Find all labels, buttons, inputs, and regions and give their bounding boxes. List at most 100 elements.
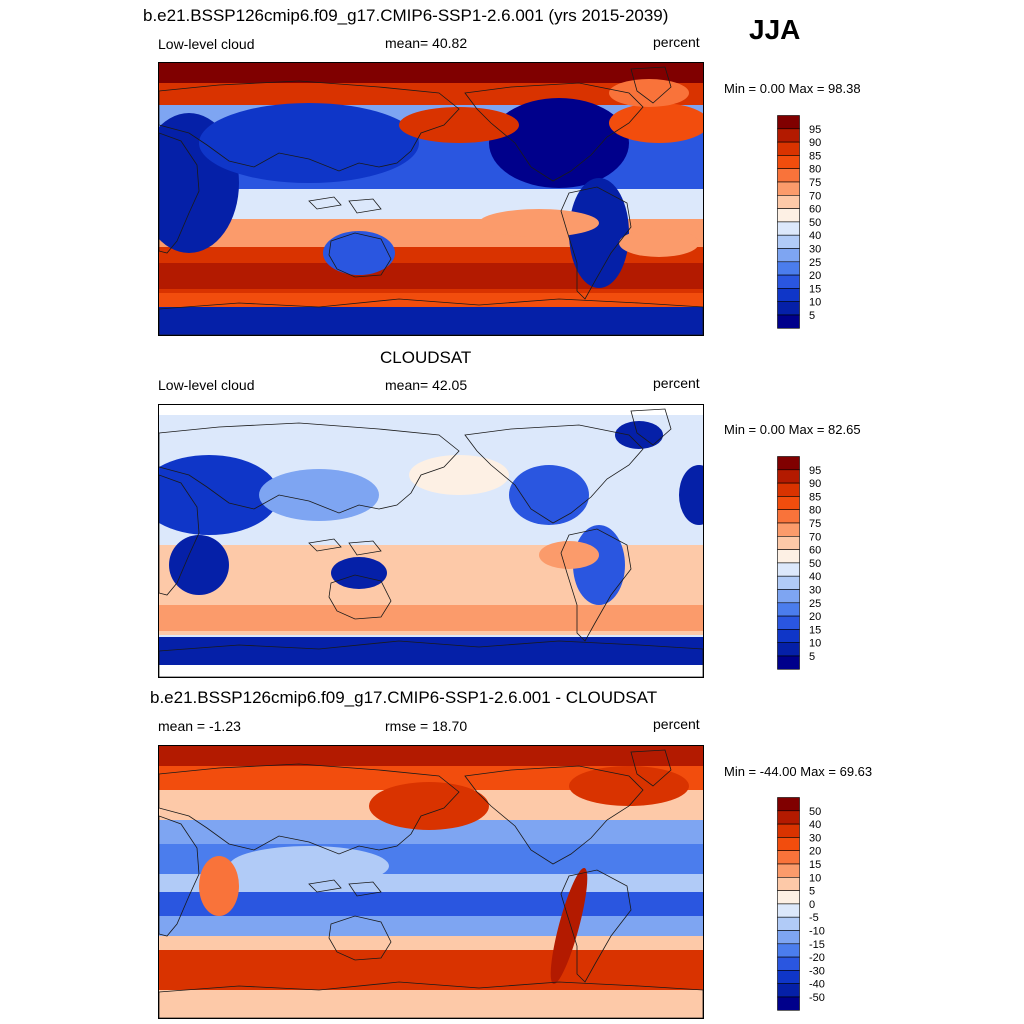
colorbar-box: [777, 469, 800, 484]
panel-obs-mean: mean= 42.05: [385, 377, 468, 393]
colorbar-tick-label: 50: [809, 806, 821, 818]
colorbar-box: [777, 983, 800, 998]
field-band: [159, 307, 703, 335]
map-svg: [159, 405, 703, 677]
colorbar-tick-label: -15: [809, 939, 825, 951]
colorbar-box: [777, 522, 800, 537]
panel-obs-variable: Low-level cloud: [158, 377, 255, 393]
colorbar-box: [777, 589, 800, 604]
colorbar-box: [777, 509, 800, 524]
colorbar-tick-label: 70: [809, 190, 821, 202]
colorbar-tick-label: 60: [809, 545, 821, 557]
colorbar-box: [777, 234, 800, 249]
field-band: [159, 936, 703, 950]
panel-obs-map: [158, 404, 704, 678]
colorbar-tick-label: 90: [809, 478, 821, 490]
coastline: [464, 82, 644, 182]
colorbar-tick-label: 85: [809, 491, 821, 503]
colorbar-tick-label: -20: [809, 952, 825, 964]
colorbar-box: [777, 155, 800, 170]
field-contour: [619, 229, 699, 257]
colorbar-tick-label: 5: [809, 886, 815, 898]
panel-model-title: b.e21.BSSP126cmip6.f09_g17.CMIP6-SSP1-2.…: [143, 6, 669, 25]
field-contour: [569, 178, 629, 288]
colorbar-box: [777, 970, 800, 984]
panel-diff-title: b.e21.BSSP126cmip6.f09_g17.CMIP6-SSP1-2.…: [150, 688, 658, 707]
coastline: [159, 298, 703, 335]
field-band: [159, 405, 703, 415]
field-band: [159, 637, 703, 665]
colorbar-tick-label: 0: [809, 899, 815, 911]
colorbar-tick-label: -10: [809, 926, 825, 938]
colorbar-box: [777, 642, 800, 657]
colorbar-box: [777, 797, 800, 812]
coastline: [328, 232, 392, 278]
field-band: [159, 63, 703, 83]
field-band: [159, 293, 703, 307]
colorbar-box: [777, 128, 800, 143]
field-contour: [609, 79, 689, 107]
panel-obs-colorbar: 95 90 85 80 75 70 60 50 40 30 25 20 15 10 5: [777, 456, 837, 671]
colorbar-tick-label: 5: [809, 310, 815, 322]
colorbar-tick-label: 20: [809, 270, 821, 282]
colorbar-tick-label: 15: [809, 859, 821, 871]
colorbar-box: [777, 877, 800, 891]
colorbar-tick-label: 5: [809, 651, 815, 663]
panel-diff-colorbar: 50 40 30 20 15 10 5 0 -5 -10 -15 -20 -30 -40 -50: [777, 797, 837, 1012]
colorbar-tick-label: 10: [809, 297, 821, 309]
field-contour: [199, 856, 239, 916]
colorbar-tick-label: 40: [809, 571, 821, 583]
colorbar-box: [777, 115, 800, 130]
colorbar-box: [777, 248, 800, 263]
coastline: [348, 198, 382, 214]
coastline: [328, 574, 392, 620]
coastline: [464, 765, 644, 865]
coastline: [159, 422, 460, 514]
colorbar-tick-label: 80: [809, 164, 821, 176]
colorbar-tick-label: 50: [809, 558, 821, 570]
map-svg: [159, 63, 703, 335]
panel-model-variable: Low-level cloud: [158, 36, 255, 52]
colorbar-box: [777, 575, 800, 590]
colorbar-tick-label: 50: [809, 217, 821, 229]
colorbar-box: [777, 930, 800, 945]
coastline: [308, 196, 342, 210]
field-contour: [399, 107, 519, 143]
colorbar-box: [777, 602, 800, 617]
colorbar-tick-label: -50: [809, 992, 825, 1004]
colorbar-box: [777, 890, 800, 905]
field-contour: [679, 465, 703, 525]
coastline: [159, 80, 460, 172]
panel-model-map: [158, 62, 704, 336]
field-contour: [229, 846, 389, 886]
coastline: [560, 528, 632, 642]
field-band: [159, 990, 703, 1018]
field-contour: [539, 541, 599, 569]
colorbar-box: [777, 195, 800, 209]
colorbar-box: [777, 810, 800, 825]
field-contour: [509, 465, 589, 525]
panel-diff-minmax: Min = -44.00 Max = 69.63: [724, 764, 873, 779]
panel-obs-title: CLOUDSAT: [380, 348, 472, 367]
field-contour: [331, 557, 387, 589]
colorbar-tick-label: 95: [809, 465, 821, 477]
colorbar-box: [777, 181, 800, 196]
colorbar-box: [777, 288, 800, 302]
season-label: JJA: [749, 14, 801, 45]
field-contour: [569, 766, 689, 806]
coastline: [560, 186, 632, 300]
field-band: [159, 665, 703, 677]
colorbar-tick-label: 15: [809, 624, 821, 636]
colorbar-box: [777, 837, 800, 852]
field-contour: [609, 103, 703, 143]
coastline: [159, 815, 200, 937]
coastline: [159, 132, 200, 254]
colorbar-box: [777, 615, 800, 630]
field-band: [159, 916, 703, 936]
colorbar-tick-label: 30: [809, 585, 821, 597]
colorbar-box: [777, 301, 800, 316]
field-contour: [489, 98, 629, 188]
colorbar-box: [777, 221, 800, 236]
field-contour: [550, 867, 588, 985]
